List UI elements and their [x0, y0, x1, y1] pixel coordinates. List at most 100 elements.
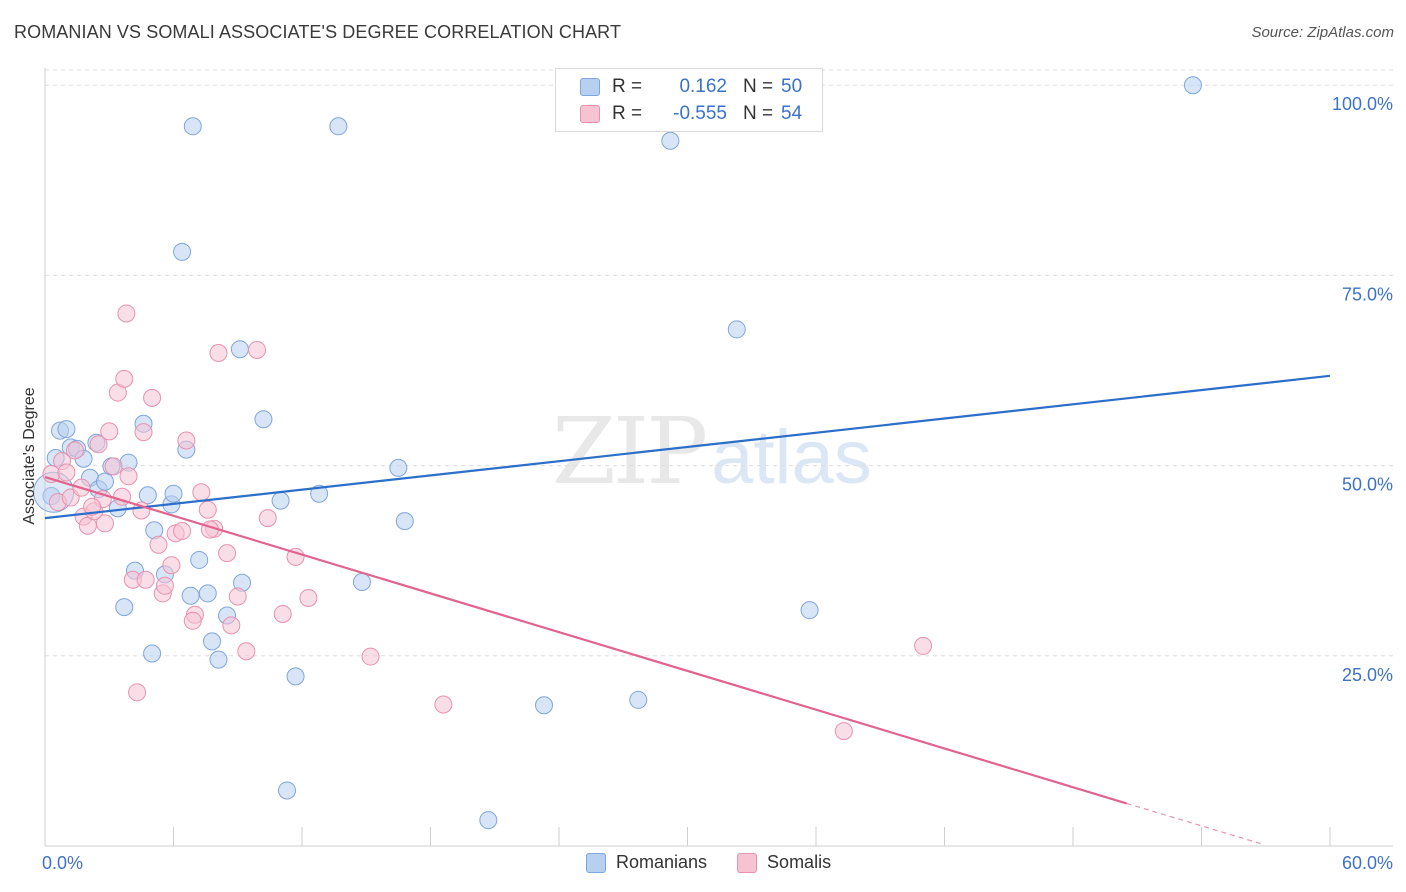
somali-point: [273, 604, 292, 623]
series-legend: Romanians Somalis: [586, 852, 861, 873]
somali-point: [228, 587, 247, 606]
legend-r-label: R =: [612, 76, 643, 97]
legend-r-label: R =: [612, 103, 643, 124]
legend-swatch-pink: [580, 105, 600, 123]
romanian-point: [286, 667, 305, 686]
somali-point: [299, 588, 318, 607]
somali-point: [198, 500, 217, 519]
somali-point: [209, 344, 228, 363]
somalis-trend-line: [44, 475, 1127, 805]
somali-point: [100, 422, 119, 441]
romanian-point: [389, 458, 408, 477]
romanians-trend-line: [44, 374, 1331, 520]
somali-point: [143, 388, 162, 407]
romanian-point: [143, 644, 162, 663]
axes: [44, 68, 1393, 847]
somali-point: [286, 547, 305, 566]
romanian-point: [661, 131, 680, 150]
romanian-point: [138, 486, 157, 505]
somali-point: [65, 441, 84, 460]
legend-n-value: 50: [781, 76, 803, 97]
chart-title: ROMANIAN VS SOMALI ASSOCIATE'S DEGREE CO…: [14, 22, 622, 42]
source-label: Source: ZipAtlas.com: [1251, 24, 1394, 41]
romanian-point: [181, 586, 200, 605]
grid-lines: [45, 69, 1393, 657]
romanian-point: [183, 117, 202, 136]
romanian-point: [352, 573, 371, 592]
romanian-point: [173, 242, 192, 261]
somali-point: [258, 509, 277, 528]
legend-row-romanians: R = 0.162 N = 50: [580, 74, 802, 100]
somalis-points: [42, 304, 933, 741]
somali-point: [434, 695, 453, 714]
romanian-point: [115, 598, 134, 617]
somali-point: [95, 514, 114, 533]
legend-label-somalis: Somalis: [767, 852, 832, 872]
watermark-zip: ZIP: [552, 398, 708, 505]
legend-r-value: -0.555: [673, 103, 727, 124]
romanian-point: [209, 650, 228, 669]
somali-point: [89, 435, 108, 454]
romanian-point: [198, 584, 217, 603]
somali-point: [134, 423, 153, 442]
somali-point: [218, 544, 237, 563]
romanian-point: [395, 512, 414, 531]
legend-swatch-pink: [737, 852, 758, 873]
romanian-point: [278, 781, 297, 800]
x-tick-label: 60.0%: [1342, 853, 1393, 873]
somalis-trend-extension: [1126, 802, 1264, 846]
legend-swatch-blue: [580, 78, 600, 96]
somali-point: [104, 457, 123, 476]
somali-point: [155, 576, 174, 595]
tick-labels: 25.0% 50.0% 75.0% 100.0% 0.0% 60.0%: [42, 94, 1393, 873]
x-tick-label: 0.0%: [42, 853, 83, 873]
romanian-point: [535, 696, 554, 715]
trend-lines: [44, 374, 1331, 846]
y-tick-label: 100.0%: [1332, 94, 1393, 114]
somali-point: [117, 304, 136, 323]
somali-point: [173, 522, 192, 541]
somali-point: [57, 463, 76, 482]
somali-point: [162, 556, 181, 575]
romanian-point: [164, 484, 183, 503]
somali-point: [222, 616, 241, 635]
y-tick-label: 75.0%: [1342, 284, 1393, 304]
y-axis-label: Associate's Degree: [21, 387, 38, 524]
legend-swatch-blue: [586, 852, 606, 873]
somali-point: [183, 611, 202, 630]
legend-n-label: N =: [743, 76, 774, 97]
somali-point: [119, 467, 138, 486]
romanian-point: [203, 632, 222, 651]
romanian-point: [800, 601, 819, 620]
legend-item-romanians[interactable]: Romanians: [586, 852, 707, 873]
romanian-point: [190, 550, 209, 569]
somali-point: [149, 535, 168, 554]
somali-point: [361, 647, 380, 666]
somali-point: [914, 636, 933, 655]
legend-row-somalis: R = -0.555 N = 54: [580, 101, 802, 127]
legend-n-label: N =: [743, 103, 774, 124]
romanian-point: [230, 340, 249, 359]
somali-point: [115, 369, 134, 388]
somali-point: [248, 340, 267, 359]
legend-r-value: 0.162: [679, 76, 727, 97]
romanian-point: [329, 117, 348, 136]
romanian-point: [271, 491, 290, 510]
somali-point: [834, 722, 853, 741]
romanians-points: [33, 76, 1202, 830]
romanian-point: [1183, 76, 1202, 95]
somali-point: [83, 497, 102, 516]
somali-point: [177, 431, 196, 450]
legend-n-value: 54: [781, 103, 803, 124]
somali-point: [128, 683, 147, 702]
stats-legend: R = 0.162 N = 50 R = -0.555 N = 54: [555, 68, 823, 132]
romanian-point: [95, 472, 114, 491]
y-tick-label: 50.0%: [1342, 475, 1393, 495]
romanian-point: [629, 690, 648, 709]
legend-item-somalis[interactable]: Somalis: [737, 852, 831, 873]
romanian-point: [479, 811, 498, 830]
romanian-point: [727, 320, 746, 339]
somali-point: [192, 483, 211, 502]
romanian-point: [57, 420, 76, 439]
